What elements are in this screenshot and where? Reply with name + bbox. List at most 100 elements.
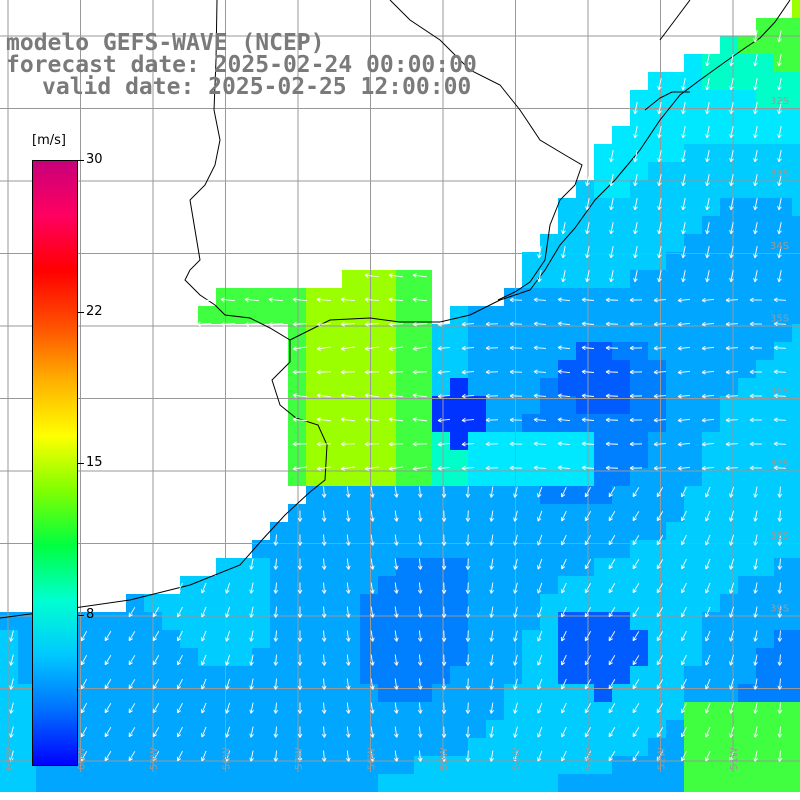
wind-speed-cell [792, 306, 800, 324]
colorbar-tick-mark [78, 311, 84, 313]
wind-speed-cell [198, 756, 216, 774]
wind-speed-cell [666, 288, 684, 306]
wind-speed-cell [648, 252, 666, 270]
wind-arrow [753, 510, 758, 522]
wind-arrow [605, 417, 619, 423]
wind-speed-cell [0, 702, 18, 720]
wind-speed-cell [594, 648, 612, 666]
wind-arrow [633, 174, 638, 187]
wind-arrow [489, 534, 494, 546]
wind-speed-cell [576, 360, 594, 378]
wind-speed-cell [396, 720, 414, 738]
wind-arrow [9, 630, 14, 642]
wind-speed-cell [234, 774, 252, 792]
wind-arrow [273, 582, 279, 594]
wind-speed-cell [360, 432, 378, 450]
wind-speed-cell [792, 144, 800, 162]
wind-arrow [680, 606, 687, 618]
wind-speed-cell [306, 702, 324, 720]
wind-speed-cell [738, 360, 756, 378]
wind-arrow [196, 321, 212, 327]
wind-arrow [437, 345, 451, 351]
wind-speed-cell [702, 666, 720, 684]
wind-speed-cell [558, 234, 576, 252]
wind-arrow [753, 486, 758, 498]
wind-speed-cell [396, 594, 414, 612]
wind-speed-cell [378, 504, 396, 522]
wind-speed-cell [576, 288, 594, 306]
wind-speed-cell [576, 576, 594, 594]
wind-speed-cell [738, 504, 756, 522]
wind-speed-cell [684, 216, 702, 234]
wind-speed-cell [486, 558, 504, 576]
wind-arrow [364, 441, 380, 447]
wind-speed-cell [252, 684, 270, 702]
wind-speed-cell [450, 720, 468, 738]
wind-speed-cell [504, 720, 522, 738]
wind-arrow [388, 393, 404, 398]
wind-speed-cell [324, 702, 342, 720]
wind-arrow [777, 678, 783, 690]
wind-arrow [560, 534, 567, 546]
wind-speed-cell [486, 522, 504, 540]
wind-arrow [297, 606, 303, 618]
wind-speed-cell [180, 612, 198, 630]
wind-speed-cell [792, 342, 800, 360]
wind-speed-cell [288, 432, 306, 450]
wind-speed-cell [738, 306, 756, 324]
wind-speed-cell [252, 720, 270, 738]
wind-speed-cell [450, 486, 468, 504]
wind-arrow [345, 750, 351, 762]
wind-arrow [489, 510, 494, 522]
wind-arrow [656, 583, 664, 594]
wind-speed-cell [774, 252, 792, 270]
wind-speed-cell [702, 468, 720, 486]
wind-arrow [364, 273, 379, 278]
wind-arrow [729, 606, 735, 618]
wind-arrow [608, 655, 616, 666]
colorbar-tick-label: 15 [86, 455, 103, 470]
wind-speed-cell [306, 666, 324, 684]
wind-arrow [104, 631, 112, 642]
wind-speed-cell [378, 540, 396, 558]
wind-speed-cell [36, 774, 54, 792]
wind-arrow [489, 750, 494, 762]
wind-speed-cell [576, 432, 594, 450]
wind-speed-cell [180, 738, 198, 756]
wind-arrow [729, 150, 734, 163]
wind-arrow [677, 393, 691, 399]
wind-speed-cell [792, 360, 800, 378]
wind-speed-cell [558, 720, 576, 738]
wind-speed-cell [360, 306, 378, 324]
wind-speed-cell [108, 774, 126, 792]
wind-arrow [345, 726, 351, 738]
wind-arrow [777, 630, 783, 642]
wind-arrow [705, 678, 711, 690]
wind-speed-cell [360, 486, 378, 504]
wind-speed-cell [720, 720, 738, 738]
wind-speed-cell [702, 360, 720, 378]
wind-speed-cell [666, 378, 684, 396]
wind-arrow [152, 655, 160, 666]
wind-speed-cell [594, 666, 612, 684]
wind-speed-cell [324, 360, 342, 378]
wind-arrow [749, 321, 763, 327]
wind-speed-cell [432, 414, 450, 432]
wind-arrow [364, 297, 380, 302]
forecast-date: forecast date: 2025-02-24 00:00:00 [6, 52, 477, 78]
wind-speed-cell [648, 234, 666, 252]
wind-arrow [681, 78, 686, 91]
wind-speed-cell [594, 162, 612, 180]
wind-speed-cell [630, 594, 648, 612]
wind-arrow [653, 417, 667, 423]
wind-arrow [657, 78, 662, 91]
wind-speed-cell [180, 756, 198, 774]
wind-speed-cell [522, 450, 540, 468]
wind-speed-cell [756, 684, 774, 702]
wind-speed-cell [414, 540, 432, 558]
wind-speed-cell [414, 738, 432, 756]
wind-speed-cell [396, 288, 414, 306]
wind-arrow [152, 727, 160, 738]
wind-speed-cell [684, 594, 702, 612]
wind-speed-cell [342, 378, 360, 396]
